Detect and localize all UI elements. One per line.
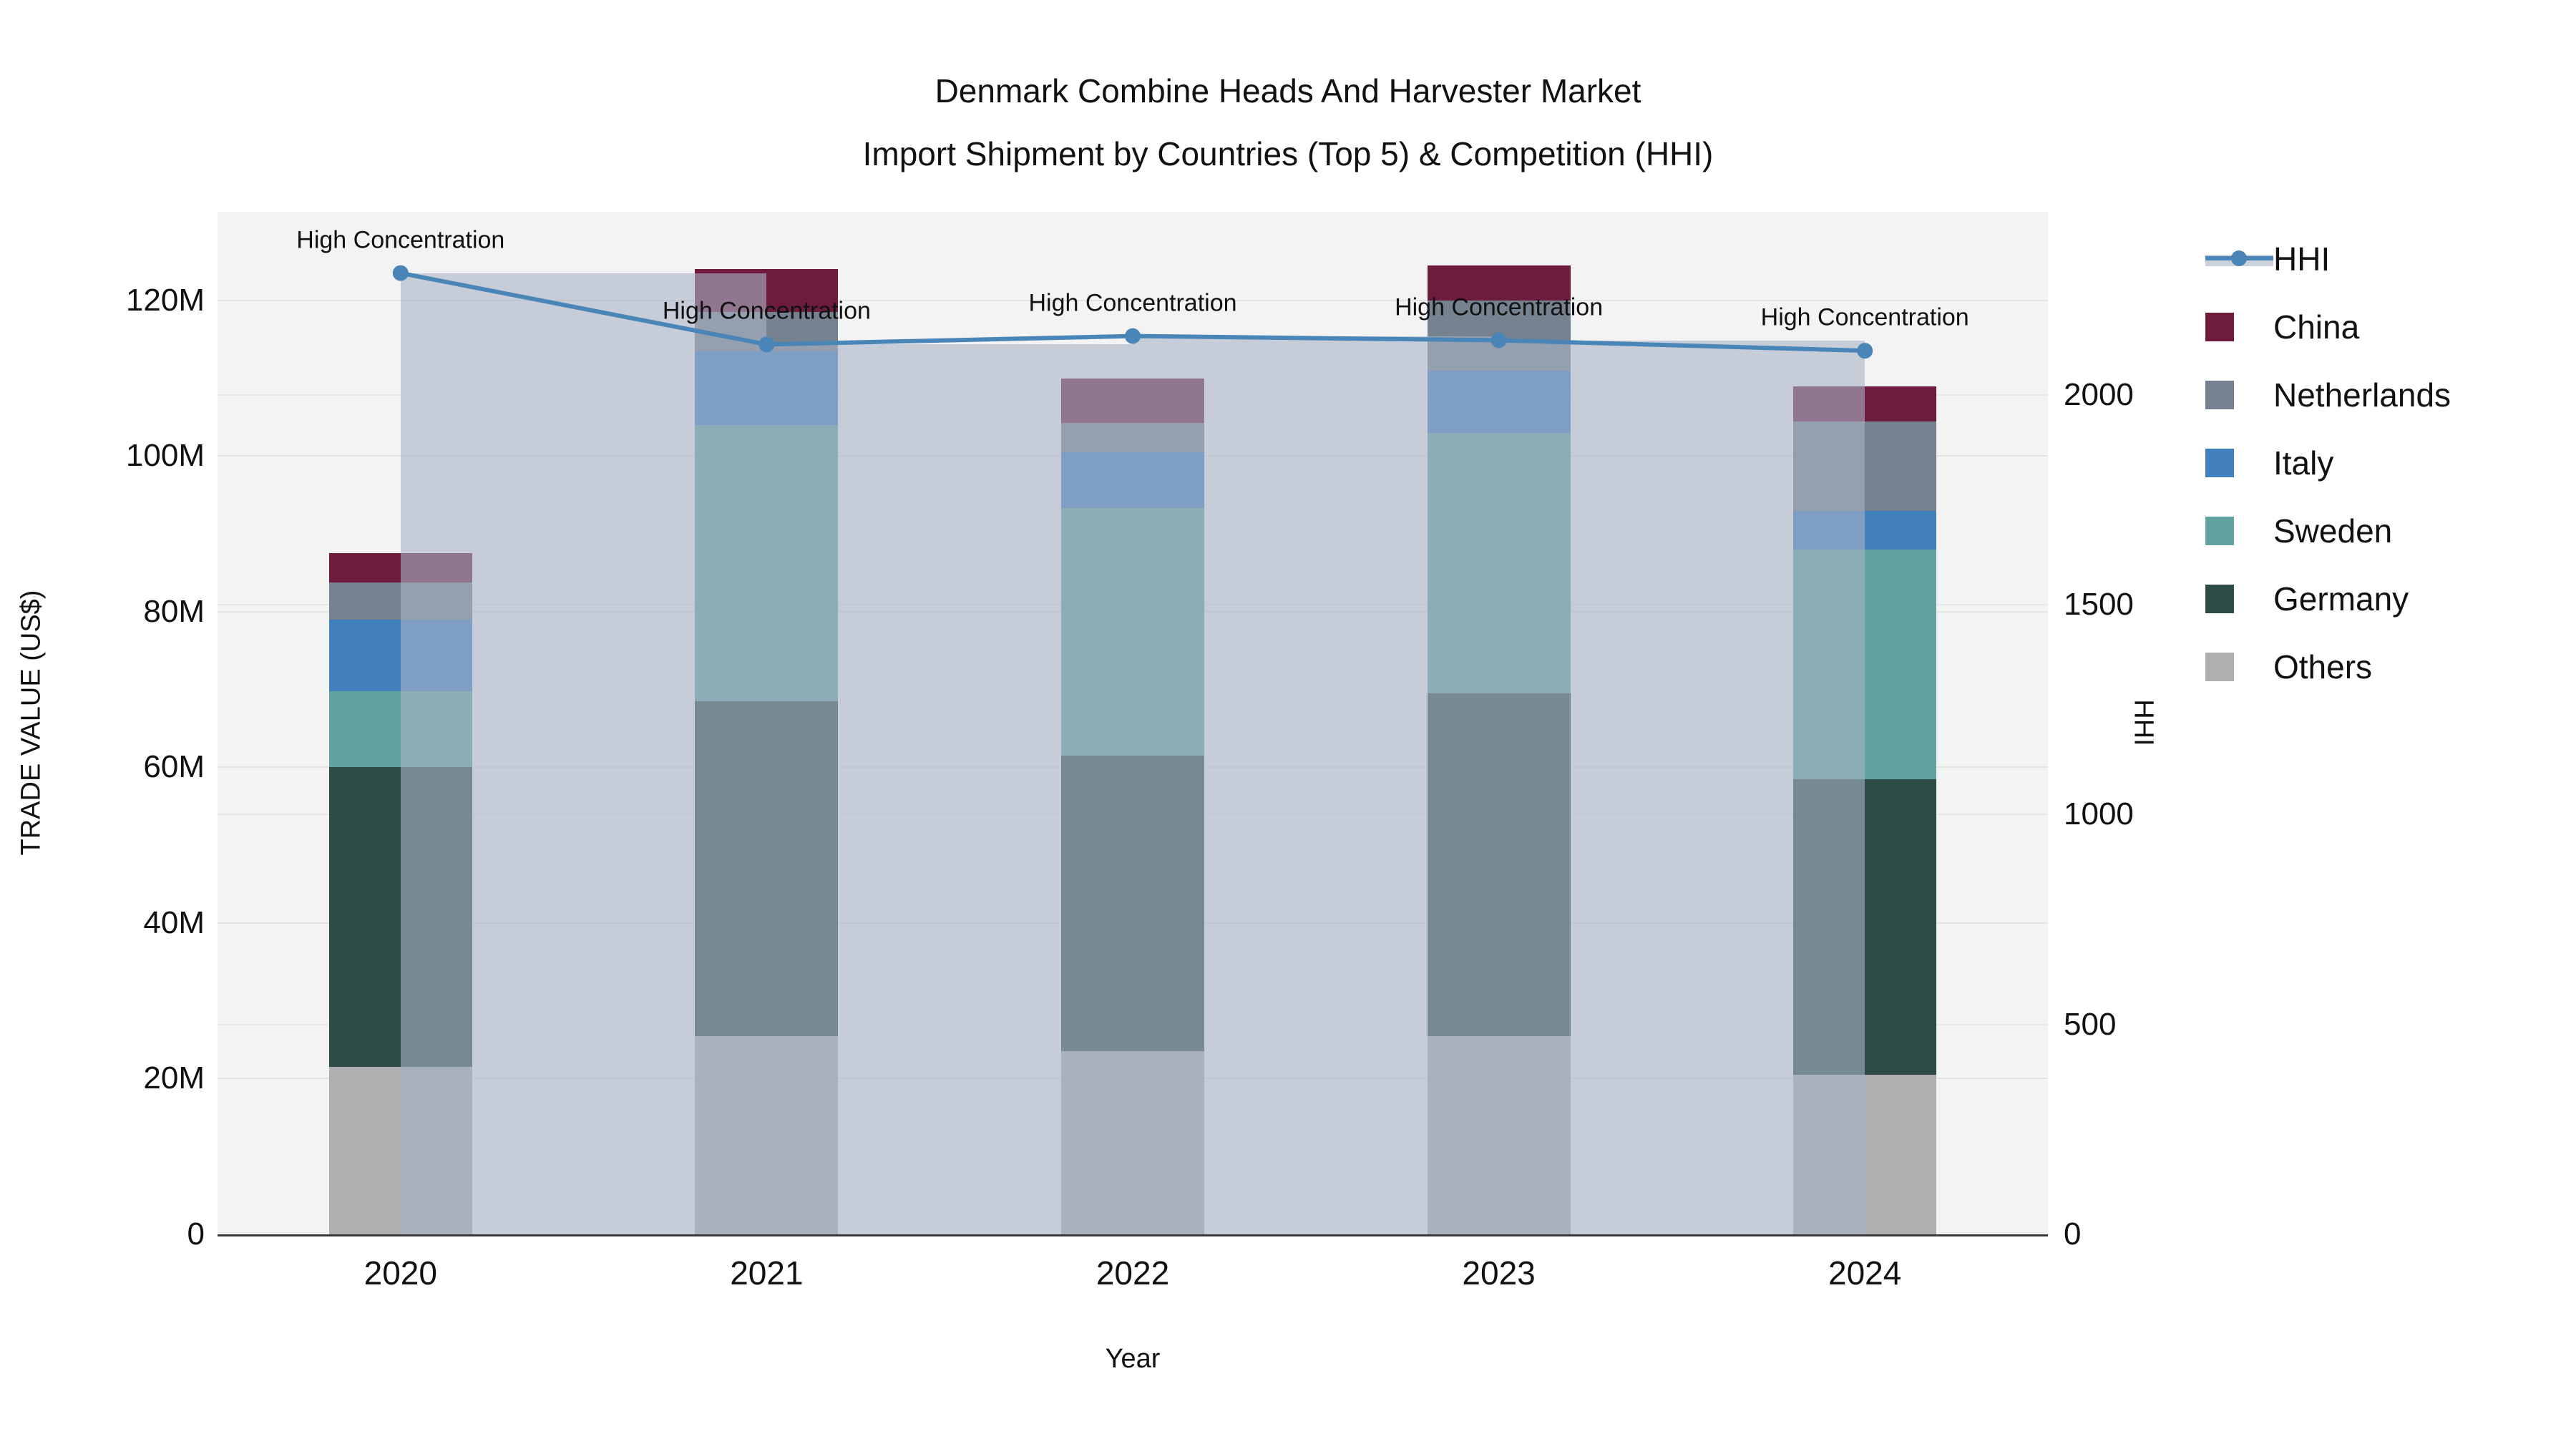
legend-item-sweden[interactable]: Sweden — [2205, 497, 2451, 565]
hhi-band-segment-2021 — [766, 344, 1133, 1234]
legend-swatch-others — [2205, 652, 2234, 681]
hhi-line-legend-sample — [2205, 245, 2273, 273]
right-tick-2000: 2000 — [2064, 376, 2134, 412]
legend-swatch-germany — [2205, 584, 2234, 613]
x-tick-2021: 2021 — [730, 1254, 804, 1292]
annotation-high-concentration-2024: High Concentration — [1760, 303, 1969, 331]
legend-label-others: Others — [2273, 648, 2373, 686]
bar-segment-china-2023[interactable] — [1427, 265, 1571, 301]
legend-label-hhi: HHI — [2273, 240, 2331, 278]
left-tick-60M: 60M — [143, 749, 205, 785]
legend-label-germany: Germany — [2273, 580, 2409, 618]
x-tick-2023: 2023 — [1462, 1254, 1536, 1292]
left-tick-20M: 20M — [143, 1060, 205, 1096]
left-tick-40M: 40M — [143, 904, 205, 940]
right-tick-1000: 1000 — [2064, 796, 2134, 832]
legend-label-italy: Italy — [2273, 444, 2334, 482]
legend-item-netherlands[interactable]: Netherlands — [2205, 361, 2451, 429]
hhi-marker-swatch — [2231, 250, 2247, 266]
x-tick-2022: 2022 — [1096, 1254, 1170, 1292]
left-axis-title: TRADE VALUE (US$) — [16, 590, 47, 856]
legend-item-others[interactable]: Others — [2205, 633, 2451, 701]
right-axis-title: HHI — [2128, 699, 2159, 746]
left-tick-120M: 120M — [125, 282, 205, 318]
legend-swatch-italy — [2205, 448, 2234, 477]
legend-item-china[interactable]: China — [2205, 293, 2451, 361]
left-tick-100M: 100M — [125, 438, 205, 474]
hhi-band-segment-2022 — [1133, 336, 1499, 1234]
hhi-marker-2024[interactable] — [1857, 343, 1873, 359]
annotation-high-concentration-2020: High Concentration — [296, 226, 505, 254]
annotation-high-concentration-2022: High Concentration — [1028, 289, 1237, 317]
right-tick-0: 0 — [2064, 1216, 2082, 1252]
legend-label-netherlands: Netherlands — [2273, 376, 2451, 414]
chart-title-line1: Denmark Combine Heads And Harvester Mark… — [935, 72, 1641, 109]
x-tick-2020: 2020 — [364, 1254, 437, 1292]
right-tick-500: 500 — [2064, 1006, 2117, 1042]
legend-item-hhi[interactable]: HHI — [2205, 225, 2451, 293]
left-tick-80M: 80M — [143, 593, 205, 629]
x-tick-2024: 2024 — [1828, 1254, 1902, 1292]
x-axis-title: Year — [1105, 1344, 1161, 1374]
hhi-band-segment-2023 — [1498, 340, 1865, 1234]
annotation-high-concentration-2023: High Concentration — [1395, 293, 1604, 321]
chart-title-line2: Import Shipment by Countries (Top 5) & C… — [862, 135, 1714, 172]
legend-item-italy[interactable]: Italy — [2205, 429, 2451, 497]
legend-item-germany[interactable]: Germany — [2205, 565, 2451, 633]
hhi-line-layer — [392, 265, 1873, 359]
legend-swatch-china — [2205, 312, 2234, 341]
left-tick-0: 0 — [187, 1216, 205, 1252]
legend-label-china: China — [2273, 308, 2360, 346]
right-tick-1500: 1500 — [2064, 587, 2134, 623]
gridline-left-120 — [218, 299, 2048, 301]
hhi-marker-2020[interactable] — [392, 265, 409, 281]
hhi-marker-2022[interactable] — [1125, 328, 1141, 344]
annotation-high-concentration-2021: High Concentration — [662, 297, 871, 325]
hhi-marker-2023[interactable] — [1491, 332, 1507, 348]
legend-swatch-netherlands — [2205, 380, 2234, 409]
legend: HHI China Netherlands Italy Sweden Germany Oth… — [2205, 225, 2451, 701]
legend-swatch-sweden — [2205, 516, 2234, 545]
legend-label-sweden: Sweden — [2273, 512, 2393, 550]
hhi-marker-2021[interactable] — [758, 336, 775, 353]
plot-area: High Concentration High Concentration High… — [218, 212, 2048, 1236]
hhi-band-segment-2020 — [400, 273, 767, 1234]
